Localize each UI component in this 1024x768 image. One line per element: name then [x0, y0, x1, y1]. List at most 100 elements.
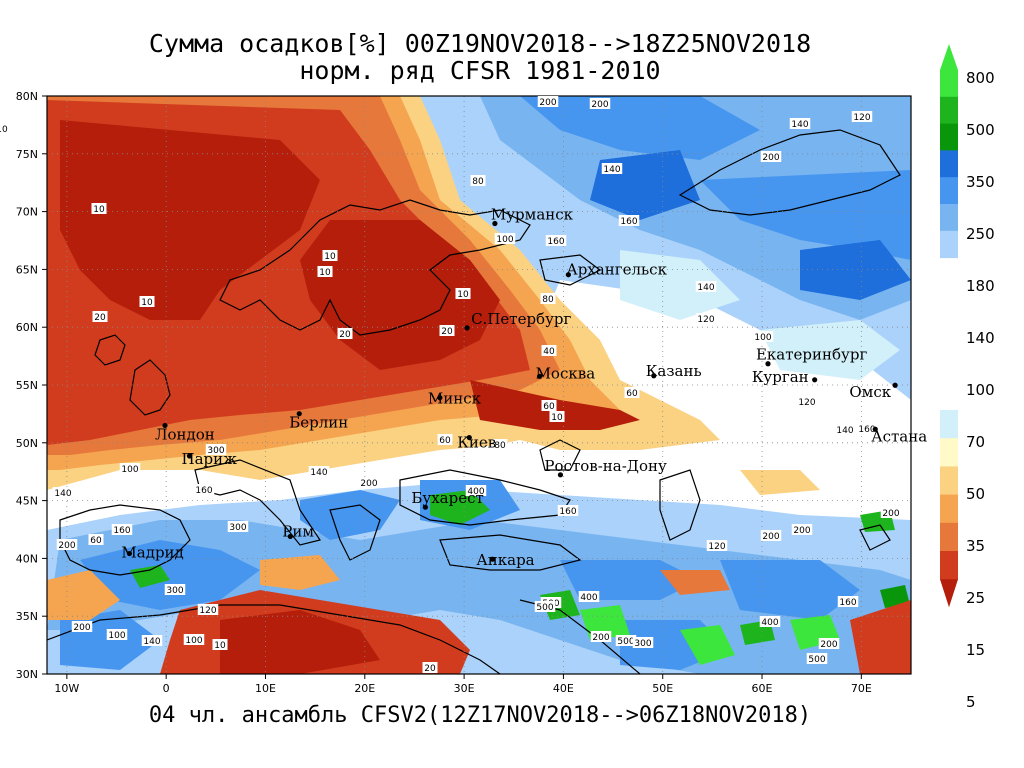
contour-label: 400 — [467, 487, 484, 497]
contour-label-bg — [91, 203, 107, 214]
contour-label-bg — [119, 463, 141, 474]
lon-tick-label: 10W — [54, 682, 79, 695]
contour-label: 100 — [496, 235, 513, 245]
contour-label: 80 — [542, 295, 554, 305]
contour-label-bg — [759, 616, 781, 627]
contour-label: 20 — [424, 664, 436, 674]
colorbar-label: 70 — [966, 433, 985, 451]
contour-label-bg — [537, 96, 559, 107]
contour-label: 160 — [547, 237, 564, 247]
contour-label: 100 — [108, 631, 125, 641]
contour-label: 60 — [90, 536, 102, 546]
contour-label-bg — [205, 444, 227, 455]
contour-label: 160 — [839, 598, 856, 608]
contour-label-bg — [227, 521, 249, 532]
lat-tick-label: 70N — [16, 206, 38, 219]
lon-tick-label: 40E — [553, 682, 574, 695]
contour-label-bg — [439, 325, 455, 336]
city-marker — [422, 504, 428, 510]
lon-tick-label: 70E — [851, 682, 872, 695]
city-label: Анкара — [476, 551, 534, 569]
contour-label-bg — [601, 163, 623, 174]
contour-label: 120 — [199, 606, 216, 616]
contour-label: 140 — [310, 468, 327, 478]
contour-label: 400 — [761, 618, 778, 628]
contour-label-bg — [308, 466, 330, 477]
contour-label-bg — [834, 424, 856, 435]
contour-label: 200 — [73, 623, 90, 633]
contour-label-bg — [358, 477, 380, 488]
colorbar-label: 35 — [966, 537, 985, 555]
colorbar-segment — [940, 466, 958, 496]
lon-tick-label: 30E — [454, 682, 475, 695]
contour-label: 120 — [853, 113, 870, 123]
contour-label: 200 — [882, 509, 899, 519]
city-marker — [812, 377, 818, 383]
city-marker — [437, 395, 443, 401]
contour-label-bg — [618, 215, 640, 226]
contour-label-bg — [56, 539, 78, 550]
city-marker — [186, 453, 193, 459]
contour-label-bg — [465, 485, 487, 496]
contour-label: 160 — [113, 526, 130, 536]
lat-tick-label: 75N — [16, 148, 38, 161]
lon-tick-label: 50E — [652, 682, 673, 695]
contour-label: 400 — [580, 593, 597, 603]
colorbar-segment — [940, 177, 958, 205]
colorbar-label: 250 — [966, 225, 995, 243]
city-marker — [466, 434, 472, 441]
city-label: Казань — [646, 362, 702, 380]
contour-label-bg — [752, 331, 774, 342]
contour-label-bg — [164, 584, 186, 595]
contour-label: 200 — [360, 479, 377, 489]
contour-label: 200 — [762, 532, 779, 542]
colorbar-label: 5 — [966, 693, 976, 711]
contour-label: 10 — [324, 252, 336, 262]
contour-label: 140 — [836, 426, 853, 436]
city-label: Архангельск — [566, 261, 667, 279]
city-marker — [872, 426, 878, 432]
contour-label: 10 — [0, 125, 8, 135]
city-label: С.Петербург — [471, 310, 571, 328]
lat-tick-label: 65N — [16, 263, 38, 276]
city-marker — [536, 373, 543, 379]
contour-label-bg — [88, 534, 104, 545]
contour-label: 300 — [207, 446, 224, 456]
contour-label-bg — [92, 311, 108, 322]
contour-label: 500 — [536, 603, 553, 613]
contour-label-bg — [317, 266, 333, 277]
contour-label: 200 — [591, 100, 608, 110]
axis-labels: 80N 75N 70N 65N 60N 55N 50N 45N 40N 35N 30N 10W 0 10E… — [16, 90, 872, 695]
contour-label: 120 — [697, 315, 714, 325]
city-markers: Мурманск Архангельск С.Петербург Москва Каза… — [121, 206, 927, 570]
contour-label-bg — [197, 604, 219, 615]
lat-tick-label: 35N — [16, 610, 38, 623]
contour-label: 60 — [439, 436, 451, 446]
contour-label-bg — [534, 601, 556, 612]
contour-value-labels: 10 200 10 10 20 10 10 10 20 80 100 120 140 160 200 140 2… — [0, 96, 902, 674]
city-marker — [126, 550, 133, 557]
contour-label-bg — [760, 151, 782, 162]
city-marker — [492, 220, 498, 227]
colorbar-segment — [940, 438, 958, 467]
colorbar-segment — [940, 204, 958, 232]
contour-label-bg — [789, 118, 811, 129]
ensemble-footer: 04 чл. ансамбль CFSV2(12Z17NOV2018-->06Z… — [148, 703, 812, 728]
contour-label: 200 — [793, 526, 810, 536]
lon-tick-label: 60E — [752, 682, 773, 695]
contour-label: 40 — [543, 347, 555, 357]
contour-label: 60 — [543, 402, 555, 412]
lon-tick-label: 10E — [255, 682, 276, 695]
city-label: Омск — [849, 383, 891, 401]
contour-label: 500 — [808, 655, 825, 665]
contour-label: 500 — [617, 637, 634, 647]
lat-tick-label: 30N — [16, 668, 38, 681]
contour-label-bg — [590, 631, 612, 642]
contour-label: 10 — [457, 290, 469, 300]
city-label: Париж — [182, 450, 238, 468]
contour-label: 160 — [195, 486, 212, 496]
colorbar-segment — [940, 96, 958, 125]
contour-label-bg — [557, 505, 579, 516]
contour-label-bg — [791, 524, 813, 535]
